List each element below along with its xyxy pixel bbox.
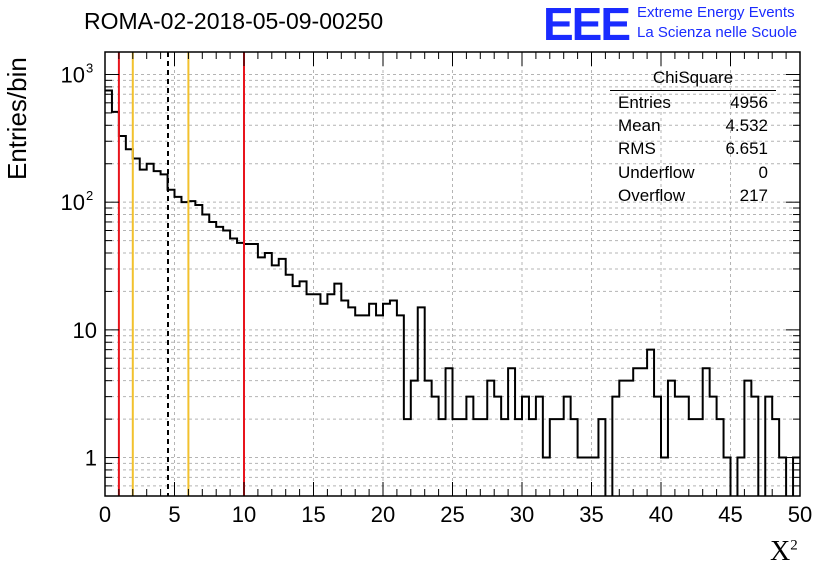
stats-box: ChiSquare Entries 4956 Mean 4.532 RMS 6.… bbox=[610, 68, 776, 209]
logo-text-line-2: La Scienza nelle Scuole bbox=[637, 24, 798, 41]
y-tick-label: 10 bbox=[61, 190, 85, 215]
stats-value: 4956 bbox=[730, 93, 768, 112]
x-tick-label: 5 bbox=[168, 502, 180, 527]
x-tick-label: 15 bbox=[301, 502, 325, 527]
x-tick-label: 10 bbox=[232, 502, 256, 527]
x-axis-label: X2 bbox=[770, 536, 798, 568]
x-tick-label: 40 bbox=[649, 502, 673, 527]
logo-text-line-1: Extreme Energy Events bbox=[637, 4, 795, 21]
stats-box-title: ChiSquare bbox=[610, 68, 776, 91]
stats-label: Entries bbox=[618, 93, 671, 112]
stats-value: 4.532 bbox=[725, 116, 768, 136]
x-axis-label-exponent: 2 bbox=[790, 537, 798, 554]
chart-title: ROMA-02-2018-05-09-00250 bbox=[84, 8, 384, 34]
x-tick-label: 45 bbox=[718, 502, 742, 527]
stats-value: 217 bbox=[739, 185, 768, 205]
x-tick-label: 25 bbox=[440, 502, 464, 527]
stats-row-overflow: Overflow 217 bbox=[610, 186, 776, 209]
stats-row-mean: Mean 4.532 bbox=[610, 116, 776, 139]
x-axis-label-base: X bbox=[770, 536, 791, 567]
stats-label: RMS bbox=[618, 139, 656, 159]
stats-label: Underflow bbox=[618, 162, 695, 182]
stats-value: 0 bbox=[758, 162, 768, 182]
y-tick-label: 1 bbox=[85, 446, 97, 471]
eee-logo-mark: EEE bbox=[543, 0, 631, 50]
stats-label: Overflow bbox=[618, 185, 686, 205]
stats-label: Mean bbox=[618, 116, 661, 136]
stats-row-entries: Entries 4956 bbox=[610, 93, 776, 116]
x-tick-label: 20 bbox=[371, 502, 395, 527]
histogram-series bbox=[105, 89, 800, 496]
x-tick-label: 50 bbox=[788, 502, 812, 527]
y-tick-label: 10 bbox=[61, 62, 85, 87]
stats-row-rms: RMS 6.651 bbox=[610, 139, 776, 162]
x-tick-label: 35 bbox=[579, 502, 603, 527]
x-tick-label: 30 bbox=[510, 502, 534, 527]
x-tick-label: 0 bbox=[99, 502, 111, 527]
stats-row-underflow: Underflow 0 bbox=[610, 163, 776, 186]
stats-value: 6.651 bbox=[725, 139, 768, 159]
y-tick-label-exponent: 2 bbox=[86, 188, 93, 203]
y-tick-label-exponent: 3 bbox=[86, 60, 93, 75]
y-tick-label: 10 bbox=[73, 318, 97, 343]
